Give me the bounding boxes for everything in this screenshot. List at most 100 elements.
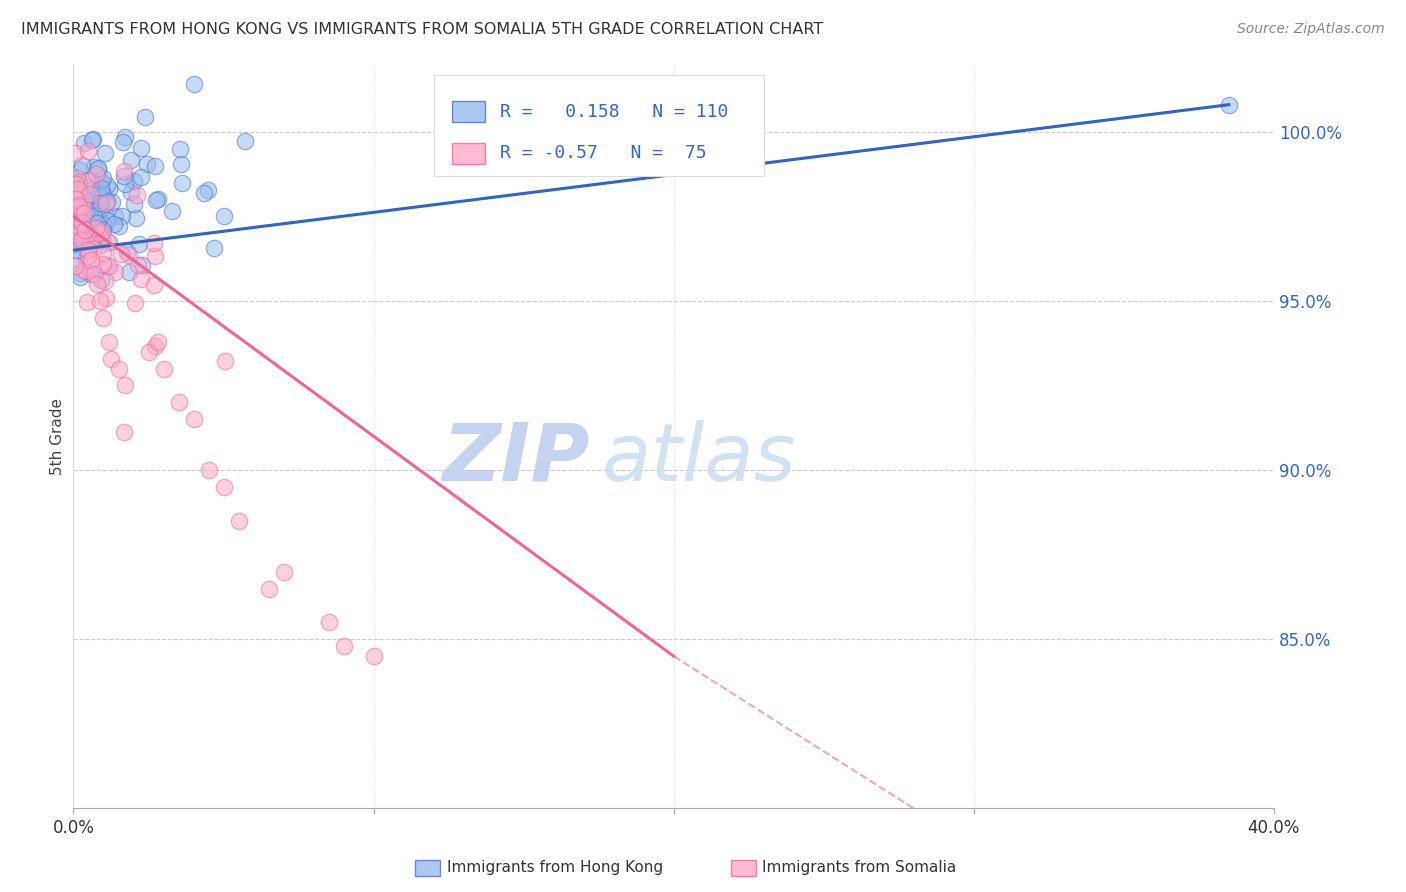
Point [145,193,167,207]
Point [90,202,112,217]
Point [75,193,97,207]
Point [63,199,86,213]
Text: IMMIGRANTS FROM HONG KONG VS IMMIGRANTS FROM SOMALIA 5TH GRADE CORRELATION CHART: IMMIGRANTS FROM HONG KONG VS IMMIGRANTS … [21,22,824,37]
Point [131,259,153,273]
Point [69,189,91,203]
Point [80,233,103,247]
Point [67,226,90,240]
Point [84,221,107,235]
Point [86,204,108,219]
Point [170,157,193,171]
Point [90,227,112,241]
Text: ZIP: ZIP [443,419,589,498]
Point [94,207,117,221]
Point [65,260,87,274]
Y-axis label: 5th Grade: 5th Grade [51,398,65,475]
Point [124,174,146,188]
Point [96,178,118,193]
Point [87,189,110,203]
Point [183,412,205,426]
Point [94,196,117,211]
Point [72,199,94,213]
Point [66,182,89,196]
Point [84,179,107,194]
Point [124,296,146,310]
Point [72,216,94,230]
Point [89,195,111,210]
Point [124,196,146,211]
Point [63,146,86,161]
Point [90,174,112,188]
Point [118,248,141,262]
Point [167,395,190,409]
Point [197,463,219,477]
Point [363,649,385,664]
Point [66,219,89,234]
Point [87,161,110,176]
Point [97,235,120,249]
Point [73,212,96,227]
Point [129,141,152,155]
Point [100,351,122,366]
Point [120,153,142,168]
Point [79,186,101,201]
Point [63,200,86,214]
Point [318,615,340,630]
Point [152,361,174,376]
Point [72,186,94,201]
Point [69,176,91,190]
Point [160,204,183,219]
Point [107,361,129,376]
Point [82,132,104,146]
Point [170,176,193,190]
Point [66,216,89,230]
Point [65,181,87,195]
Point [65,193,87,207]
Point [69,199,91,213]
Point [104,265,127,279]
Point [66,252,89,266]
Point [77,219,100,234]
Point [202,241,225,255]
Point [80,267,103,281]
Text: R = -0.57   N =  75: R = -0.57 N = 75 [499,145,706,162]
Point [66,243,89,257]
Point [66,228,89,243]
Point [183,77,205,91]
Point [66,191,89,205]
Point [90,273,112,287]
Point [73,233,96,247]
Point [86,277,108,291]
Point [112,169,135,183]
Point [134,110,156,124]
Point [96,259,118,273]
Point [66,195,89,210]
Point [79,173,101,187]
Point [214,354,236,368]
Point [127,258,149,272]
Point [83,229,105,244]
Point [89,174,111,188]
Point [98,182,121,196]
Point [67,185,90,199]
Point [70,233,93,247]
Point [111,209,134,223]
Point [86,216,108,230]
Point [120,185,142,199]
Point [129,169,152,184]
Point [98,235,121,249]
Point [83,210,105,224]
FancyBboxPatch shape [451,143,485,164]
Text: Immigrants from Somalia: Immigrants from Somalia [762,861,956,875]
Point [73,136,96,150]
Point [125,211,148,226]
Point [79,184,101,198]
Point [1218,97,1240,112]
Point [143,338,166,352]
Point [143,236,166,251]
Point [69,266,91,280]
Point [76,295,98,310]
Point [93,146,115,161]
Point [82,242,104,256]
Point [98,259,121,273]
